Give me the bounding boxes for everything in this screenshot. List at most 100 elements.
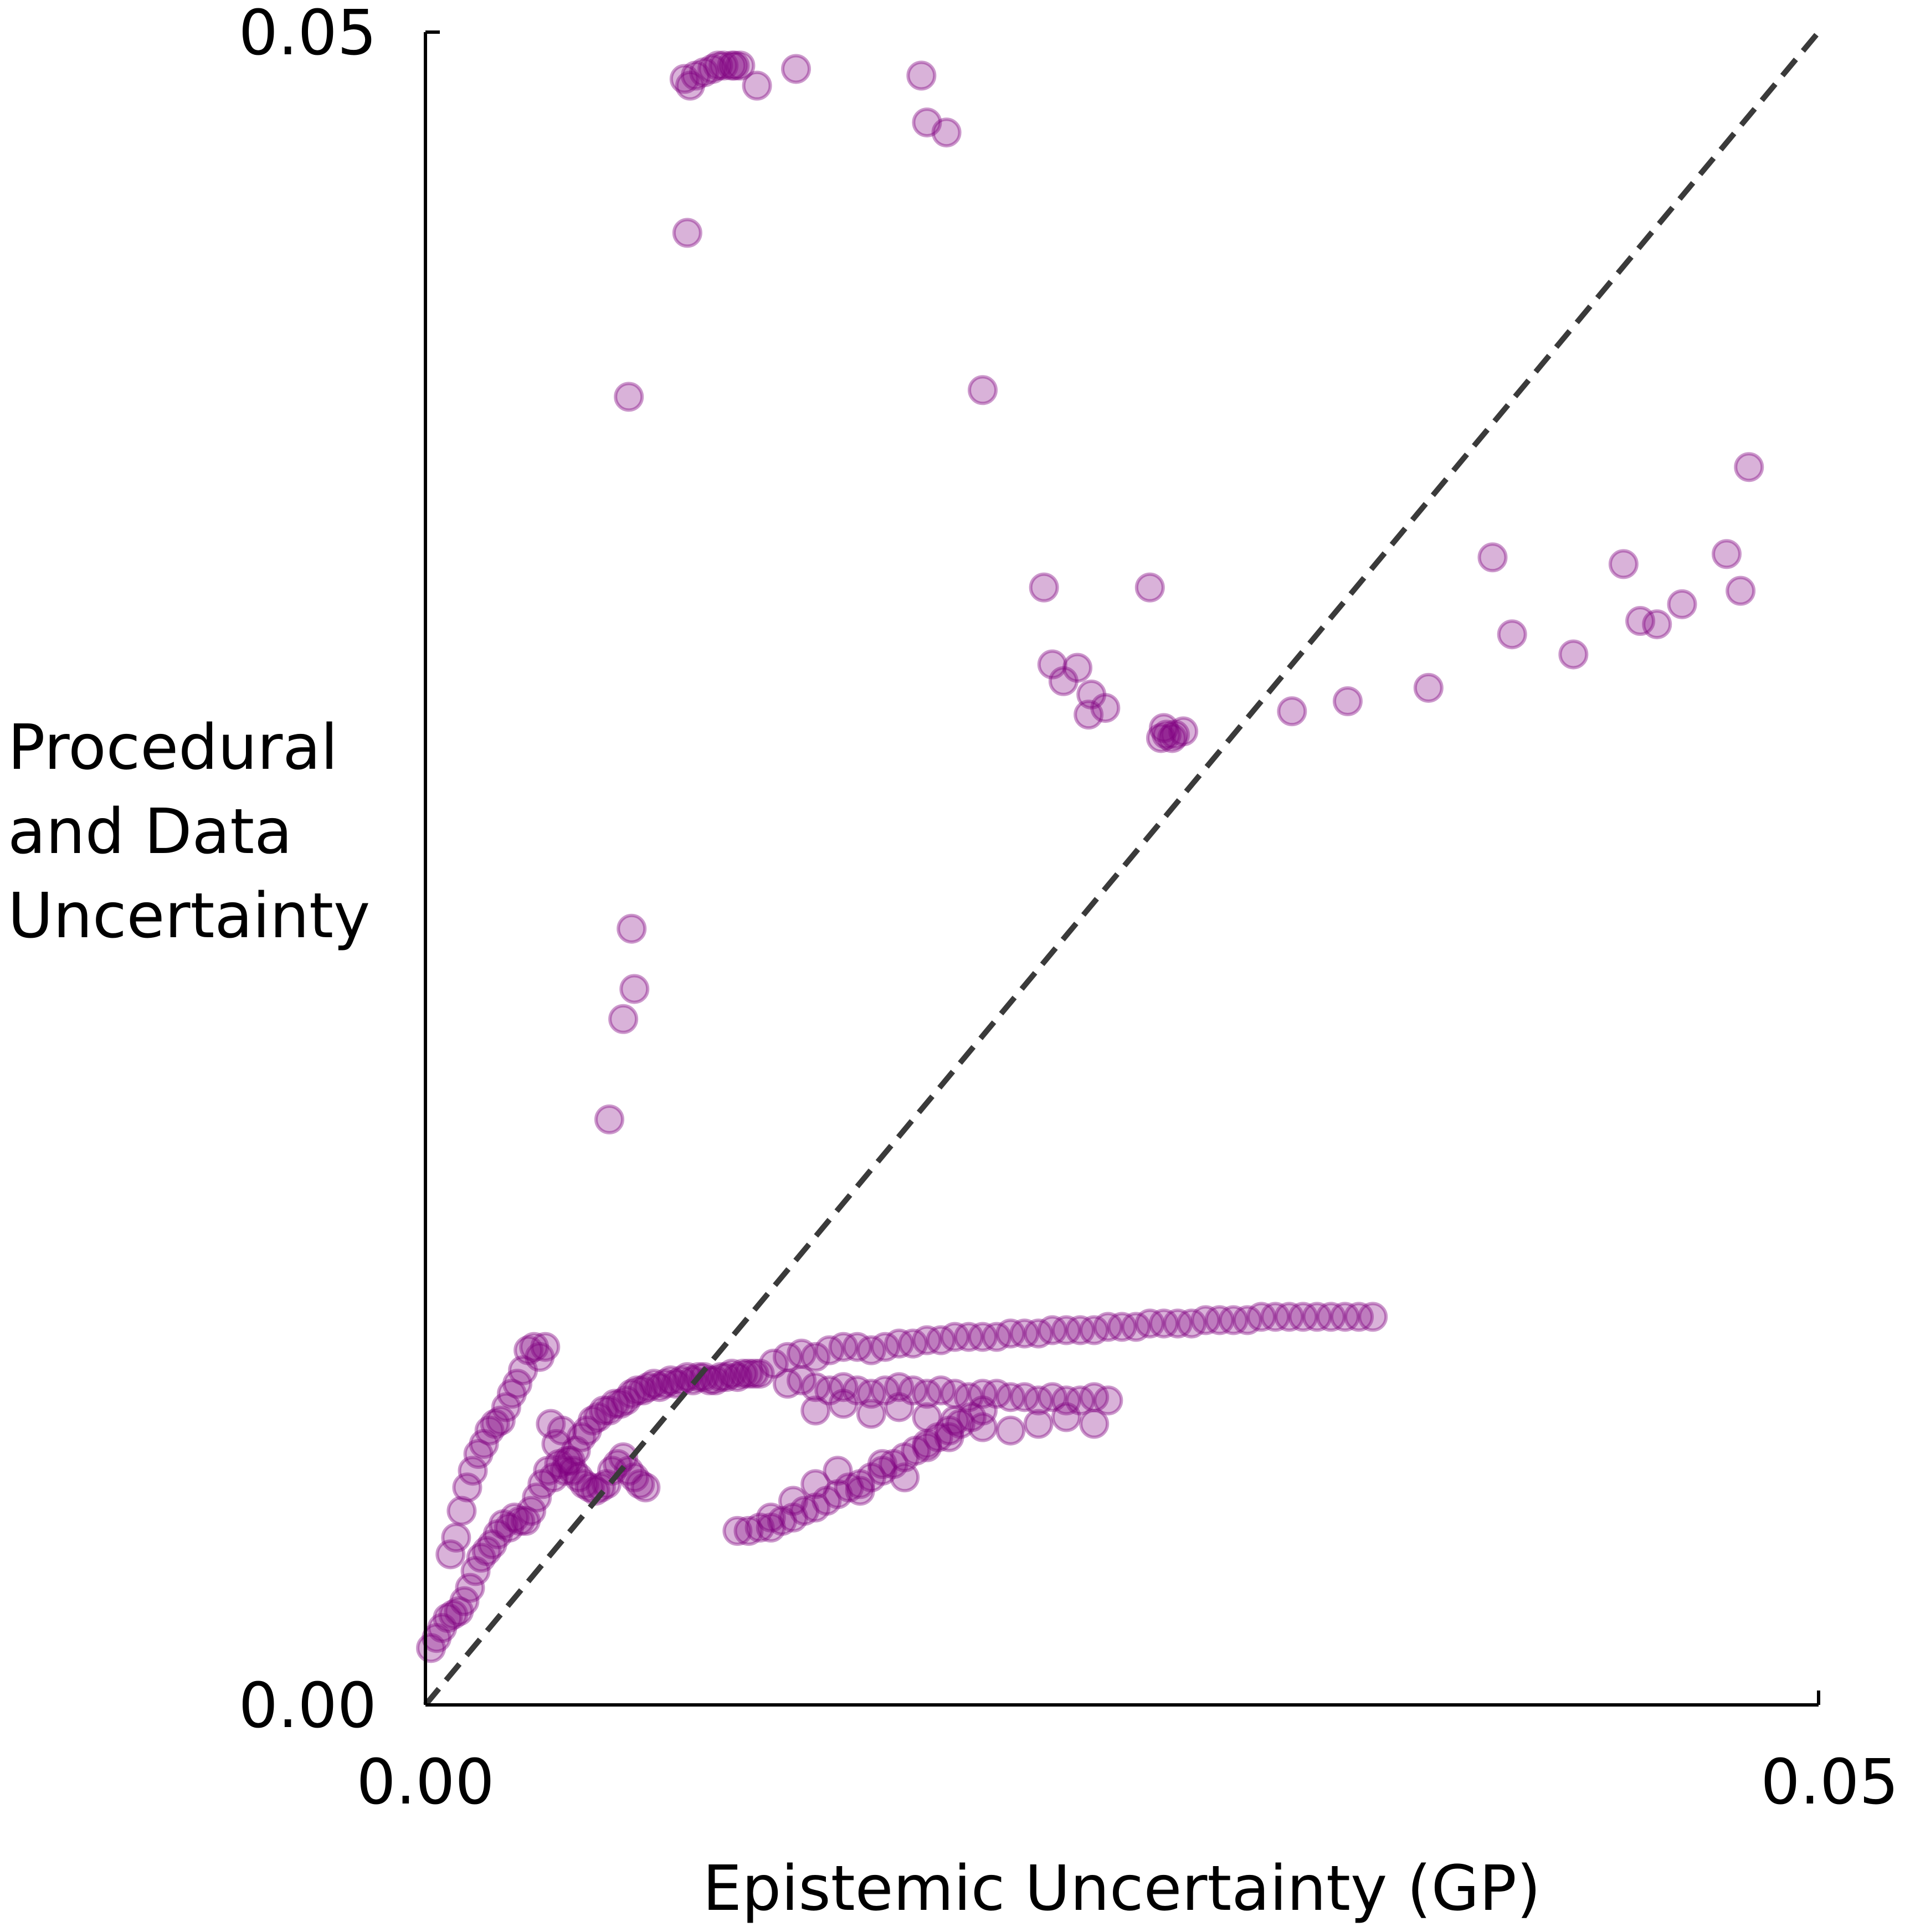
scatter-point — [491, 1392, 521, 1422]
scatter-point — [519, 1332, 550, 1362]
scatter-point — [482, 1519, 513, 1549]
scatter-point — [680, 60, 711, 91]
scatter-point — [800, 1372, 831, 1402]
scatter-point — [912, 107, 942, 138]
scatter-point — [982, 1379, 1012, 1409]
scatter-point — [555, 1446, 586, 1476]
scatter-point — [433, 1602, 463, 1633]
scatter-point — [1477, 542, 1508, 573]
scatter-point — [931, 117, 962, 148]
scatter-point — [614, 382, 644, 412]
scatter-point — [1413, 672, 1444, 703]
scatter-point — [1023, 1385, 1054, 1416]
scatter-point — [488, 1509, 518, 1539]
scatter-point — [1048, 666, 1079, 696]
scatter-point — [577, 1405, 608, 1436]
scatter-point — [842, 1375, 872, 1406]
scatter-point — [733, 1359, 764, 1389]
scatter-point — [720, 50, 750, 81]
scatter-point — [756, 1502, 786, 1533]
scatter-point — [446, 1496, 477, 1526]
scatter-point — [547, 1415, 577, 1446]
scatter-point — [514, 1335, 544, 1365]
scatter-point — [867, 1456, 897, 1486]
scatter-point — [558, 1456, 588, 1486]
scatter-point — [522, 1482, 552, 1513]
scatter-point — [1121, 1312, 1151, 1342]
scatter-point — [912, 1429, 942, 1459]
scatter-point — [617, 913, 647, 944]
y-axis-label-line: Uncertainty — [8, 880, 370, 952]
scatter-point — [856, 1379, 886, 1409]
scatter-point — [767, 1505, 797, 1536]
scatter-point — [499, 1502, 530, 1533]
scatter-point — [600, 1389, 630, 1419]
scatter-point — [1107, 1312, 1137, 1342]
scatter-point — [711, 1362, 742, 1393]
scatter-point — [527, 1469, 558, 1499]
scatter-point — [1726, 576, 1756, 606]
scatter-point — [422, 1623, 452, 1653]
scatter-point — [956, 1402, 987, 1432]
scatter-point — [449, 1586, 480, 1616]
scatter-point — [544, 1449, 574, 1479]
scatter-point — [856, 1462, 886, 1493]
scatter-point — [778, 1502, 808, 1533]
scatter-point — [619, 974, 650, 1004]
scatter-point — [466, 1543, 496, 1573]
scatter-point — [898, 1328, 928, 1359]
scatter-point — [912, 1325, 942, 1355]
y-axis-label-line: and Data — [8, 796, 292, 868]
scatter-point — [717, 1359, 747, 1389]
scatter-point — [995, 1382, 1026, 1412]
scatter-point — [787, 1338, 817, 1369]
scatter-point — [516, 1496, 547, 1526]
scatter-point — [1074, 700, 1104, 730]
scatter-point — [884, 1328, 915, 1359]
scatter-point — [1009, 1382, 1040, 1412]
x-tick-label: 0.05 — [1760, 1746, 1898, 1818]
scatter-point — [800, 1469, 831, 1499]
scatter-point — [800, 1342, 831, 1372]
scatter-point — [655, 1365, 686, 1396]
scatter-point — [968, 375, 998, 405]
scatter-point — [1274, 1302, 1305, 1332]
scatter-point — [842, 1332, 872, 1362]
scatter-point — [901, 1435, 931, 1466]
scatter-point — [605, 1389, 636, 1419]
scatter-point — [756, 1512, 786, 1543]
scatter-point — [906, 60, 937, 91]
scatter-point — [614, 1456, 644, 1486]
scatter-point — [968, 1322, 998, 1352]
scatter-point — [611, 1385, 641, 1416]
scatter-point — [1076, 679, 1107, 710]
scatter-point — [619, 1462, 650, 1493]
scatter-point — [856, 1399, 886, 1429]
scatter-point — [1090, 693, 1121, 723]
scatter-point — [458, 1456, 488, 1486]
y-axis-label-line: Procedural — [8, 712, 338, 784]
scatter-point — [926, 1325, 956, 1355]
scatter-point — [675, 70, 705, 101]
scatter-point — [1163, 1308, 1193, 1339]
scatter-point — [505, 1505, 536, 1536]
scatter-point — [781, 54, 811, 84]
scatter-point — [463, 1439, 494, 1469]
scatter-point — [772, 1369, 803, 1399]
scatter-point — [870, 1375, 900, 1406]
scatter-point — [1332, 686, 1363, 716]
scatter-point — [939, 1405, 970, 1436]
scatter-point — [828, 1389, 859, 1419]
scatter-point — [1051, 1402, 1081, 1432]
scatter-point — [480, 1409, 510, 1439]
scatter-point — [1316, 1302, 1346, 1332]
scatter-point — [722, 1515, 753, 1546]
scatter-point — [867, 1449, 897, 1479]
scatter-point — [968, 1412, 998, 1442]
scatter-point — [563, 1462, 594, 1493]
scatter-point — [1079, 1409, 1110, 1439]
scatter-point — [1023, 1318, 1054, 1349]
scatter-point — [1288, 1302, 1318, 1332]
scatter-point — [800, 1492, 831, 1523]
scatter-point — [884, 1372, 915, 1402]
